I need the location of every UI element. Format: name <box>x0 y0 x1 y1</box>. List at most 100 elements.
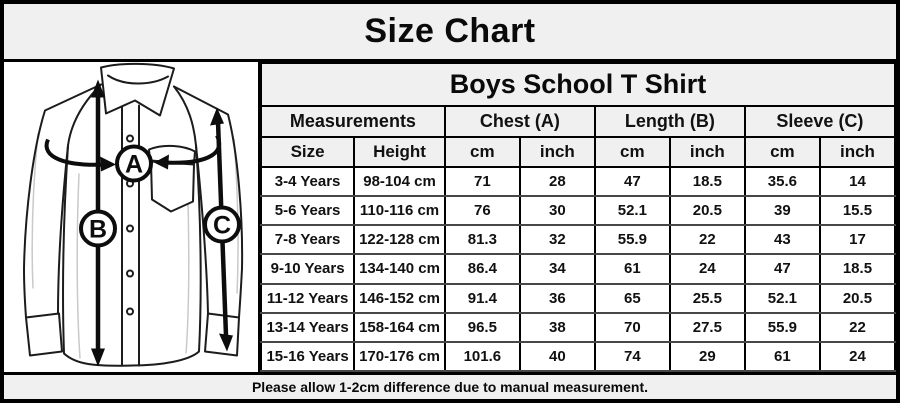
sub-header-row: Size Height cm inch cm inch cm inch <box>259 136 897 168</box>
header-chest: Chest (A) <box>443 105 596 138</box>
cell-chest-inch: 32 <box>518 224 596 256</box>
label-length-b: B <box>79 209 117 248</box>
table-row: 11-12 Years 146-152 cm 91.4 36 65 25.5 5… <box>259 282 897 314</box>
cell-sleeve-cm: 39 <box>743 195 821 227</box>
sleeve-label-letter: C <box>213 212 231 240</box>
label-chest-a: A <box>115 144 153 183</box>
size-table: Boys School T Shirt Measurements Chest (… <box>259 62 897 373</box>
cell-chest-inch: 30 <box>518 195 596 227</box>
cell-length-cm: 61 <box>593 253 671 285</box>
cell-height: 170-176 cm <box>353 340 446 373</box>
title-bar: Size Chart <box>4 4 896 62</box>
cell-chest-cm: 101.6 <box>443 340 521 373</box>
cell-sleeve-cm: 47 <box>743 253 821 285</box>
cell-height: 134-140 cm <box>353 253 446 285</box>
cell-size: 11-12 Years <box>259 282 356 314</box>
cell-chest-cm: 96.5 <box>443 311 521 343</box>
header-chest-cm: cm <box>443 136 521 168</box>
cell-sleeve-inch: 22 <box>818 311 897 343</box>
header-length-cm: cm <box>593 136 671 168</box>
table-row: 13-14 Years 158-164 cm 96.5 38 70 27.5 5… <box>259 311 897 343</box>
cell-chest-cm: 81.3 <box>443 224 521 256</box>
cell-sleeve-cm: 35.6 <box>743 165 821 198</box>
cell-sleeve-inch: 24 <box>818 340 897 373</box>
cell-sleeve-cm: 61 <box>743 340 821 373</box>
cell-sleeve-inch: 15.5 <box>818 195 897 227</box>
table-row: 7-8 Years 122-128 cm 81.3 32 55.9 22 43 … <box>259 224 897 256</box>
cell-chest-inch: 34 <box>518 253 596 285</box>
product-title: Boys School T Shirt <box>260 62 896 107</box>
header-length: Length (B) <box>593 105 746 138</box>
product-title-row: Boys School T Shirt <box>260 62 896 107</box>
cell-size: 7-8 Years <box>259 224 356 256</box>
cell-length-inch: 20.5 <box>668 195 746 227</box>
cell-chest-cm: 76 <box>443 195 521 227</box>
collar <box>100 62 175 117</box>
cell-height: 122-128 cm <box>353 224 446 256</box>
cell-length-cm: 74 <box>593 340 671 373</box>
cell-chest-cm: 86.4 <box>443 253 521 285</box>
content-area: A B C <box>4 62 897 373</box>
header-sleeve: Sleeve (C) <box>743 105 897 138</box>
page-title: Size Chart <box>364 12 536 50</box>
header-size: Size <box>259 136 356 168</box>
header-length-inch: inch <box>668 136 746 168</box>
table-row: 9-10 Years 134-140 cm 86.4 34 61 24 47 1… <box>259 253 897 285</box>
cell-chest-inch: 28 <box>518 165 596 198</box>
length-label-letter: B <box>89 216 107 244</box>
shirt-illustration: A B C <box>23 62 244 367</box>
label-sleeve-c: C <box>203 205 241 244</box>
cell-height: 146-152 cm <box>353 282 446 314</box>
table-row: 5-6 Years 110-116 cm 76 30 52.1 20.5 39 … <box>259 195 897 227</box>
header-sleeve-inch: inch <box>818 136 897 168</box>
table-row: 15-16 Years 170-176 cm 101.6 40 74 29 61… <box>259 340 897 373</box>
cell-length-cm: 70 <box>593 311 671 343</box>
cell-length-inch: 22 <box>668 224 746 256</box>
cell-chest-cm: 71 <box>443 165 521 198</box>
cell-height: 98-104 cm <box>353 165 446 198</box>
buttons <box>126 134 134 316</box>
footer-note-bar: Please allow 1-2cm difference due to man… <box>4 372 896 399</box>
cell-height: 110-116 cm <box>353 195 446 227</box>
header-measurements: Measurements <box>260 105 446 138</box>
group-header-row: Measurements Chest (A) Length (B) Sleeve… <box>260 105 897 138</box>
cell-height: 158-164 cm <box>353 311 446 343</box>
cell-sleeve-cm: 43 <box>743 224 821 256</box>
cell-size: 13-14 Years <box>259 311 356 343</box>
measurement-note: Please allow 1-2cm difference due to man… <box>251 379 649 395</box>
header-sleeve-cm: cm <box>743 136 821 168</box>
cell-sleeve-inch: 18.5 <box>818 253 897 285</box>
cell-chest-inch: 36 <box>518 282 596 314</box>
cell-length-cm: 65 <box>593 282 671 314</box>
size-table-container: Boys School T Shirt Measurements Chest (… <box>259 62 897 373</box>
shirt-diagram-panel: A B C <box>4 62 260 372</box>
cell-length-cm: 47 <box>593 165 671 198</box>
cell-chest-inch: 38 <box>518 311 596 343</box>
chest-pocket <box>148 144 196 213</box>
cell-length-inch: 18.5 <box>668 165 746 198</box>
cell-size: 5-6 Years <box>259 195 356 227</box>
cell-length-inch: 24 <box>668 253 746 285</box>
table-row: 3-4 Years 98-104 cm 71 28 47 18.5 35.6 1… <box>259 165 897 198</box>
cell-chest-cm: 91.4 <box>443 282 521 314</box>
cell-sleeve-cm: 52.1 <box>743 282 821 314</box>
header-height: Height <box>353 136 446 168</box>
cell-length-inch: 29 <box>668 340 746 373</box>
button-placket <box>121 104 140 367</box>
cell-size: 9-10 Years <box>259 253 356 285</box>
cell-size: 15-16 Years <box>259 340 356 373</box>
left-cuff <box>25 312 63 357</box>
cell-sleeve-inch: 17 <box>818 224 897 256</box>
cell-size: 3-4 Years <box>259 165 356 198</box>
cell-length-cm: 55.9 <box>593 224 671 256</box>
cell-sleeve-inch: 20.5 <box>818 282 897 314</box>
cell-sleeve-inch: 14 <box>818 165 897 198</box>
header-chest-inch: inch <box>518 136 596 168</box>
cell-length-inch: 27.5 <box>668 311 746 343</box>
chest-label-letter: A <box>125 151 143 179</box>
cell-length-cm: 52.1 <box>593 195 671 227</box>
cell-length-inch: 25.5 <box>668 282 746 314</box>
cell-chest-inch: 40 <box>518 340 596 373</box>
cell-sleeve-cm: 55.9 <box>743 311 821 343</box>
